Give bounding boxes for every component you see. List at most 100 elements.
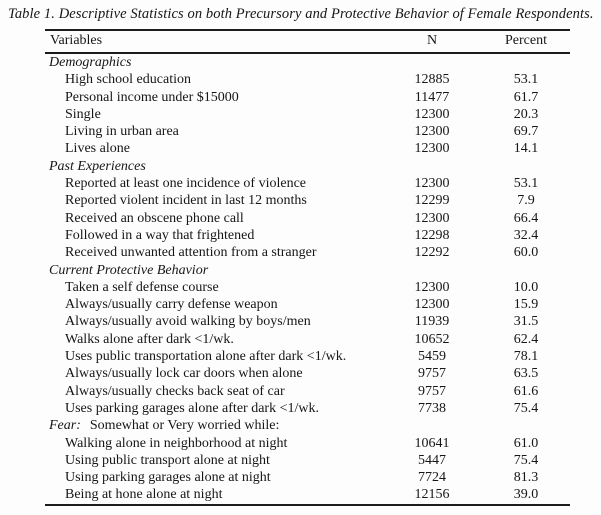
- table-row: Using public transport alone at night 544…: [45, 452, 570, 469]
- row-n: 12298: [414, 227, 450, 243]
- row-percent: 60.0: [513, 245, 539, 261]
- table-row: Received an obscene phone call 12300 66.4: [45, 210, 570, 227]
- stats-table: Variables N Percent Demographics High sch…: [45, 29, 570, 506]
- table-caption: Table 1. Descriptive Statistics on both …: [8, 6, 594, 22]
- row-percent: 61.0: [513, 435, 539, 451]
- row-n: 12156: [414, 487, 450, 503]
- row-n: 12300: [414, 210, 450, 226]
- row-label: Using parking garages alone at night: [65, 470, 271, 486]
- row-label: Uses public transportation alone after d…: [65, 349, 347, 365]
- row-n: 5447: [418, 452, 446, 468]
- row-label: Received unwanted attention from a stran…: [65, 245, 317, 261]
- table-row: Living in urban area 12300 69.7: [45, 123, 570, 140]
- table-row: Taken a self defense course 12300 10.0: [45, 279, 570, 296]
- section-header-row: Demographics: [45, 53, 570, 71]
- section-header: Past Experiences: [45, 158, 570, 175]
- row-label: High school education: [65, 72, 191, 88]
- column-header-variables: Variables: [50, 33, 103, 48]
- table-row: Uses public transportation alone after d…: [45, 348, 570, 365]
- table-row: High school education 12885 53.1: [45, 71, 570, 88]
- table-row: Reported at least one incidence of viole…: [45, 175, 570, 192]
- row-percent: 61.6: [513, 383, 539, 399]
- row-label: Reported at least one incidence of viole…: [65, 176, 307, 192]
- row-n: 11939: [414, 314, 450, 330]
- row-percent: 78.1: [513, 349, 539, 365]
- section-header-label: Fear:: [49, 418, 81, 434]
- section-header-row: Current Protective Behavior: [45, 262, 570, 279]
- row-n: 7738: [418, 400, 446, 416]
- section-header: Demographics: [45, 53, 570, 71]
- table-row: Always/usually lock car doors when alone…: [45, 365, 570, 382]
- row-n: 12300: [414, 124, 450, 140]
- row-label: Uses parking garages alone after dark <1…: [65, 400, 319, 416]
- row-percent: 69.7: [513, 124, 539, 140]
- column-header-percent: Percent: [505, 33, 547, 48]
- row-label: Always/usually checks back seat of car: [65, 383, 285, 399]
- row-n: 9757: [418, 383, 446, 399]
- table-row: Followed in a way that frightened 12298 32…: [45, 227, 570, 244]
- row-percent: 10.0: [513, 279, 539, 295]
- row-label: Always/usually carry defense weapon: [65, 297, 278, 313]
- row-n: 10641: [414, 435, 450, 451]
- row-label: Lives alone: [65, 141, 130, 157]
- row-n: 7724: [418, 470, 446, 486]
- table-row: Reported violent incident in last 12 mon…: [45, 192, 570, 209]
- section-header-label: Demographics: [49, 55, 132, 70]
- row-percent: 75.4: [513, 452, 539, 468]
- row-percent: 14.1: [513, 141, 539, 157]
- row-percent: 31.5: [513, 314, 539, 330]
- row-percent: 32.4: [513, 227, 539, 243]
- section-header: Current Protective Behavior: [45, 262, 570, 279]
- table-row: Using parking garages alone at night 7724…: [45, 469, 570, 486]
- row-label: Always/usually avoid walking by boys/men: [65, 314, 311, 330]
- table-row: Received unwanted attention from a stran…: [45, 244, 570, 261]
- row-label: Personal income under $15000: [65, 89, 239, 105]
- table-row: Walks alone after dark <1/wk. 10652 62.4: [45, 331, 570, 348]
- row-percent: 53.1: [513, 176, 539, 192]
- table-row: Walking alone in neighborhood at night 10…: [45, 435, 570, 452]
- row-label: Single: [65, 106, 101, 122]
- row-n: 9757: [418, 366, 446, 382]
- section-header: Fear: Somewhat or Very worried while:: [45, 417, 570, 434]
- section-header-row: Fear: Somewhat or Very worried while:: [45, 417, 570, 434]
- table-row: Always/usually carry defense weapon 12300…: [45, 296, 570, 313]
- row-percent: 53.1: [513, 72, 539, 88]
- row-label: Reported violent incident in last 12 mon…: [65, 193, 307, 209]
- row-label: Always/usually lock car doors when alone: [65, 366, 303, 382]
- row-n: 12885: [414, 72, 450, 88]
- row-n: 10652: [414, 331, 450, 347]
- row-n: 5459: [418, 349, 446, 365]
- column-header-n: N: [426, 33, 438, 48]
- row-n: 12299: [414, 193, 450, 209]
- table-row: Being at hone alone at night 12156 39.0: [45, 486, 570, 504]
- row-n: 11477: [414, 89, 450, 105]
- row-percent: 61.7: [513, 89, 539, 105]
- row-percent: 7.9: [517, 193, 535, 209]
- section-header-label: Current Protective Behavior: [49, 262, 209, 278]
- row-n: 12300: [414, 176, 450, 192]
- row-percent: 62.4: [513, 331, 539, 347]
- table-row: Personal income under $15000 11477 61.7: [45, 89, 570, 106]
- table-row: Single 12300 20.3: [45, 106, 570, 123]
- row-n: 12300: [414, 279, 450, 295]
- table-row: Always/usually avoid walking by boys/men…: [45, 313, 570, 330]
- table-row: Uses parking garages alone after dark <1…: [45, 400, 570, 417]
- section-header-label: Past Experiences: [49, 158, 146, 174]
- row-n: 12300: [414, 106, 450, 122]
- table-body: Demographics High school education 12885 53…: [45, 53, 570, 505]
- row-percent: 39.0: [513, 487, 539, 503]
- section-header-subtext: Somewhat or Very worried while:: [89, 418, 280, 434]
- row-label: Walking alone in neighborhood at night: [65, 435, 288, 451]
- row-label: Walks alone after dark <1/wk.: [65, 331, 234, 347]
- row-percent: 75.4: [513, 400, 539, 416]
- row-label: Being at hone alone at night: [65, 487, 223, 503]
- row-label: Followed in a way that frightened: [65, 227, 255, 243]
- row-label: Received an obscene phone call: [65, 210, 244, 226]
- row-n: 12300: [414, 297, 450, 313]
- row-n: 12292: [414, 245, 450, 261]
- row-percent: 66.4: [513, 210, 539, 226]
- header-row: Variables N Percent: [45, 30, 570, 53]
- row-label: Using public transport alone at night: [65, 452, 270, 468]
- row-label: Living in urban area: [65, 124, 179, 140]
